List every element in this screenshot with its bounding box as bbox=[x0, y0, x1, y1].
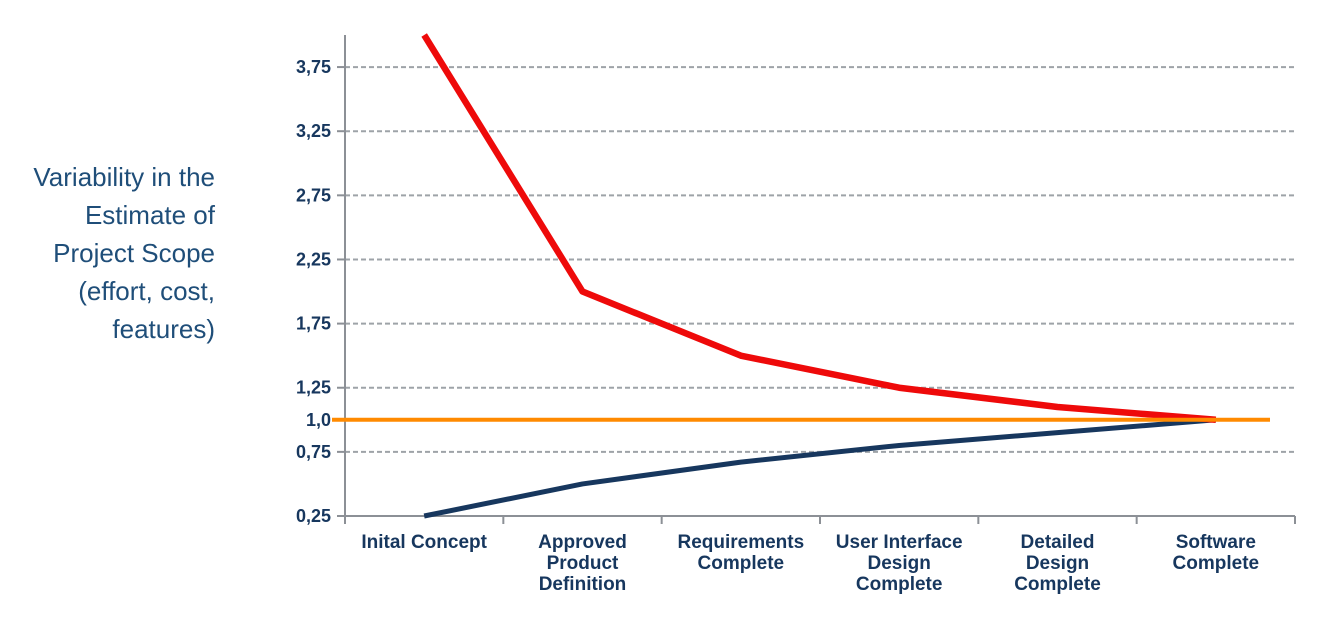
y-tick-label: 3,25 bbox=[296, 121, 331, 141]
y-axis-title-line: (effort, cost, bbox=[78, 276, 215, 306]
y-tick-label: 1,25 bbox=[296, 378, 331, 398]
y-tick-label: 2,25 bbox=[296, 249, 331, 269]
y-tick-label: 3,75 bbox=[296, 57, 331, 77]
y-tick-label: 0,25 bbox=[296, 506, 331, 526]
y-axis-title-line: features) bbox=[112, 314, 215, 344]
y-axis-title-line: Estimate of bbox=[84, 200, 215, 230]
y-axis-title: Variability in the Estimate of Project S… bbox=[0, 158, 215, 348]
lower-estimate-bound-line bbox=[423, 417, 1217, 519]
x-category-label: Inital Concept bbox=[361, 532, 487, 553]
x-category-label: Requirements Complete bbox=[677, 532, 804, 574]
y-tick-label: 1,75 bbox=[296, 314, 331, 334]
x-category-label: User Interface Design Complete bbox=[836, 532, 963, 595]
x-category-label: Detailed Design Complete bbox=[1014, 532, 1101, 595]
y-tick-label: 2,75 bbox=[296, 185, 331, 205]
y-axis-title-line: Project Scope bbox=[53, 238, 215, 268]
x-category-label: Approved Product Definition bbox=[538, 532, 627, 595]
y-tick-label: 1,0 bbox=[306, 410, 331, 430]
y-axis-title-line: Variability in the bbox=[33, 162, 215, 192]
x-category-label: Software Complete bbox=[1173, 532, 1260, 574]
y-tick-label: 0,75 bbox=[296, 442, 331, 462]
upper-estimate-bound-line bbox=[421, 33, 1217, 424]
